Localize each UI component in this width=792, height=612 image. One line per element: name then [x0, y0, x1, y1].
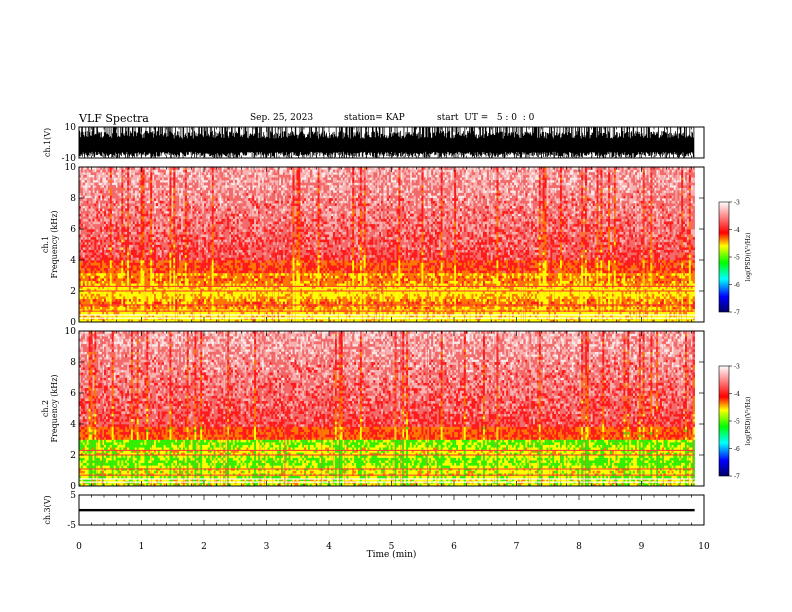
vlf-spectra-figure: 10-10ch.1(V)0246810ch.1 Frequency (kHz)02… [0, 0, 792, 612]
colorbar-tick: -4 [734, 227, 740, 234]
panel-4-ylabel: ch.3(V) [43, 495, 52, 524]
x-tick-label: 7 [514, 542, 520, 552]
panel-1-ytick: 10 [65, 123, 77, 133]
panel-2-ytick: 8 [70, 194, 76, 204]
colorbar-tick: -3 [734, 364, 740, 371]
colorbar-tick: -6 [734, 282, 740, 289]
x-tick-label: 6 [451, 542, 457, 552]
panel-3-ylabel: Frequency (kHz) [50, 374, 59, 442]
ch3-waveform [79, 509, 695, 511]
panel-2-ylabel: Frequency (kHz) [50, 210, 59, 278]
ch2-colorbar [719, 366, 729, 476]
ch1-waveform [79, 127, 694, 158]
x-tick-label: 10 [698, 542, 710, 552]
colorbar-tick: -3 [734, 200, 740, 207]
panel-2-ytick: 10 [65, 163, 77, 173]
panel-4-ytick: 5 [70, 491, 76, 501]
colorbar-tick: -7 [734, 310, 740, 317]
colorbar-tick: -4 [734, 391, 740, 398]
panel-2-ytick: 6 [70, 225, 76, 235]
x-tick-label: 0 [76, 542, 82, 552]
x-tick-label: 4 [326, 542, 332, 552]
colorbar-tick: -5 [734, 255, 740, 262]
x-tick-label: 1 [139, 542, 145, 552]
colorbar-tick: -7 [734, 474, 740, 481]
panel-1-ylabel: ch.1(V) [43, 128, 52, 157]
panel-3-ytick: 4 [70, 420, 76, 430]
ch1-spectrogram [79, 167, 695, 322]
x-tick-label: 9 [639, 542, 645, 552]
panel-3-ytick: 10 [65, 327, 77, 337]
x-axis-label: Time (min) [367, 549, 417, 560]
colorbar-tick: -5 [734, 419, 740, 426]
ch1-colorbar [719, 202, 729, 312]
x-tick-label: 3 [264, 542, 270, 552]
panel-4-ytick: -5 [67, 521, 76, 531]
panel-2-ytick: 2 [70, 287, 76, 297]
panel-3-ytick: 6 [70, 389, 76, 399]
colorbar-label: log(PSD)(V²/Hz) [745, 233, 752, 282]
x-tick-label: 2 [201, 542, 207, 552]
panel-3-ytick: 8 [70, 358, 76, 368]
colorbar-tick: -6 [734, 446, 740, 453]
panel-2-ytick: 4 [70, 256, 76, 266]
x-tick-label: 8 [576, 542, 582, 552]
panel-3-ytick: 2 [70, 451, 76, 461]
panel-3-ylabel-channel: ch.2 [41, 400, 50, 417]
ch2-spectrogram [79, 331, 695, 486]
panel-2-ylabel-channel: ch.1 [41, 236, 50, 253]
colorbar-label: log(PSD)(V²/Hz) [745, 397, 752, 446]
